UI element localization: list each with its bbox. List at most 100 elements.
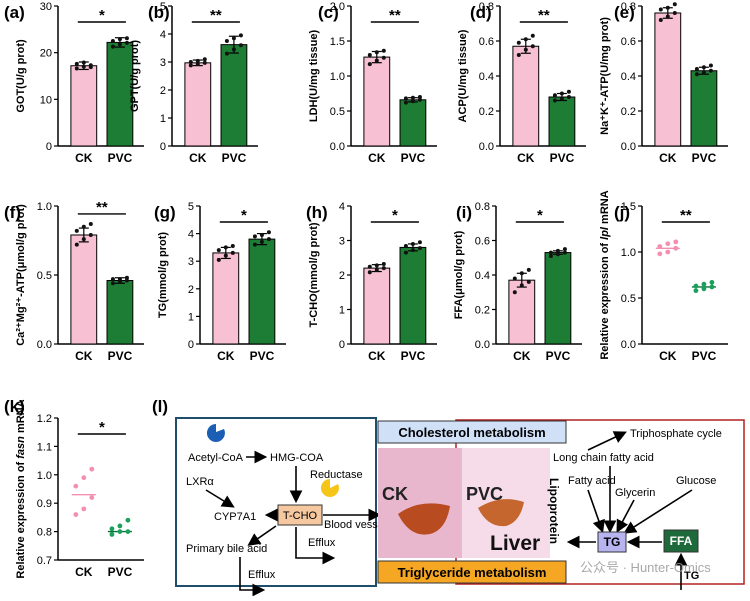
data-point	[410, 241, 415, 246]
data-point	[188, 63, 193, 68]
y-tick-label: 0.0	[37, 339, 52, 351]
triglyceride-title-box	[377, 560, 567, 584]
bar-pvc	[220, 44, 248, 147]
data-point	[657, 251, 663, 257]
data-point	[523, 37, 528, 42]
data-point	[552, 93, 557, 98]
y-axis-label: GPT(U/g prot)	[129, 40, 141, 112]
x-tick-label-ck: CK	[75, 151, 93, 165]
data-point	[562, 247, 567, 252]
data-point	[708, 68, 713, 73]
x-tick-label-ck: CK	[217, 349, 235, 363]
tg-box	[597, 531, 627, 553]
chart-panel-h: (h) 0 1 2 3 4 T-CHO(mmol/g prot) CK PVC *	[306, 201, 437, 363]
data-point	[117, 37, 122, 42]
data-point	[526, 279, 531, 284]
cholesterol-title-box	[377, 420, 567, 444]
data-point	[202, 57, 207, 62]
y-tick-label: 0.4	[621, 71, 636, 83]
data-point	[88, 65, 93, 70]
y-axis-label: LDH(U/mg tissue)	[308, 30, 320, 123]
x-tick-label-pvc: PVC	[222, 151, 247, 165]
y-tick-label: 0	[46, 141, 52, 153]
data-point	[709, 279, 715, 285]
efflux-label-2: Efflux	[248, 569, 276, 581]
data-point	[252, 242, 257, 247]
y-tick-label: 5	[160, 1, 166, 13]
x-tick-label-pvc: PVC	[401, 349, 426, 363]
lipoprotein-label: Lipoprotein	[547, 478, 561, 544]
y-tick-label: 0.6	[621, 36, 636, 48]
data-point	[367, 62, 372, 67]
y-tick-label: 20	[40, 48, 52, 60]
data-point	[238, 33, 243, 38]
bar-ck	[508, 279, 536, 345]
data-point	[410, 248, 415, 253]
data-point	[266, 237, 271, 242]
data-point	[89, 495, 95, 500]
x-tick-label-ck: CK	[659, 349, 677, 363]
chart-panel-k: (k) 0.7 0.8 0.9 1.0 1.1 1.2 Relative expression…	[4, 397, 144, 579]
data-point	[231, 36, 236, 41]
data-point	[403, 100, 408, 105]
data-point	[403, 244, 408, 249]
chart-panel-b: (b) 0 1 2 3 4 5 GPT(U/g prot) CK PVC **	[129, 1, 258, 165]
y-tick-label: 0.5	[37, 270, 52, 282]
y-tick-label: 0.2	[621, 106, 636, 118]
y-tick-label: 5	[188, 201, 194, 213]
data-point	[562, 250, 567, 255]
hmg-coa-label: HMG-COA	[270, 452, 324, 464]
significance-mark: **	[680, 207, 692, 224]
bar-pvc	[106, 280, 134, 345]
bar-pvc	[548, 96, 576, 147]
data-point	[109, 532, 115, 537]
long-chain-fatty-acid-label: Long chain fatty acid	[553, 452, 654, 464]
y-tick-label: 0.0	[475, 339, 490, 351]
data-point	[523, 47, 528, 52]
y-tick-label: 0.6	[475, 236, 490, 248]
chart-panel-a: (a) 0 10 20 30 GOT(U/g prot) CK PVC *	[4, 1, 144, 165]
data-point	[381, 48, 386, 53]
data-point	[673, 239, 679, 245]
data-point	[555, 248, 560, 253]
y-tick-label: 1	[188, 311, 194, 323]
bar-ck	[70, 234, 98, 345]
data-point	[701, 281, 707, 287]
chart-panel-e: (e) 0.0 0.2 0.4 0.6 0.8 Na⁺K⁺-ATP(U/mg prot) CK…	[599, 1, 728, 165]
data-point	[195, 61, 200, 66]
y-axis-label: TG(mmol/g prot)	[157, 232, 169, 318]
x-tick-label-ck: CK	[368, 349, 386, 363]
panel-label: (i)	[456, 203, 472, 222]
ffa-label: FFA	[670, 534, 693, 548]
y-tick-label: 0.5	[621, 293, 636, 305]
reductase-label: Reductase	[310, 469, 363, 481]
data-point	[110, 39, 115, 43]
data-point	[709, 284, 715, 290]
data-point	[81, 60, 86, 65]
significance-mark: **	[96, 199, 108, 216]
significance-mark: **	[210, 7, 222, 24]
data-point	[665, 5, 670, 10]
data-point	[694, 67, 699, 71]
data-point	[693, 288, 699, 294]
chart-panel-j: (j) 0.0 0.5 1.0 1.5 Relative expression of lp…	[599, 190, 728, 363]
y-tick-label: 30	[40, 1, 52, 13]
y-tick-label: 0.4	[479, 71, 494, 83]
data-point	[519, 271, 524, 276]
ck-image-label: CK	[382, 484, 408, 504]
y-tick-label: 2.0	[330, 1, 345, 13]
data-point	[526, 267, 531, 272]
y-tick-label: 0.0	[621, 339, 636, 351]
data-point	[552, 98, 557, 103]
y-axis-label: FFA(μmol/g prot)	[453, 230, 465, 319]
cholesterol-title: Cholesterol metabolism	[398, 425, 545, 440]
glycerin-label: Glycerin	[615, 487, 655, 499]
panel-label: (k)	[4, 397, 25, 416]
data-point	[88, 221, 93, 226]
bar-ck	[184, 62, 212, 147]
bar-pvc	[399, 246, 427, 345]
tg-label: TG	[604, 535, 621, 549]
y-tick-label: 0.8	[37, 527, 52, 539]
